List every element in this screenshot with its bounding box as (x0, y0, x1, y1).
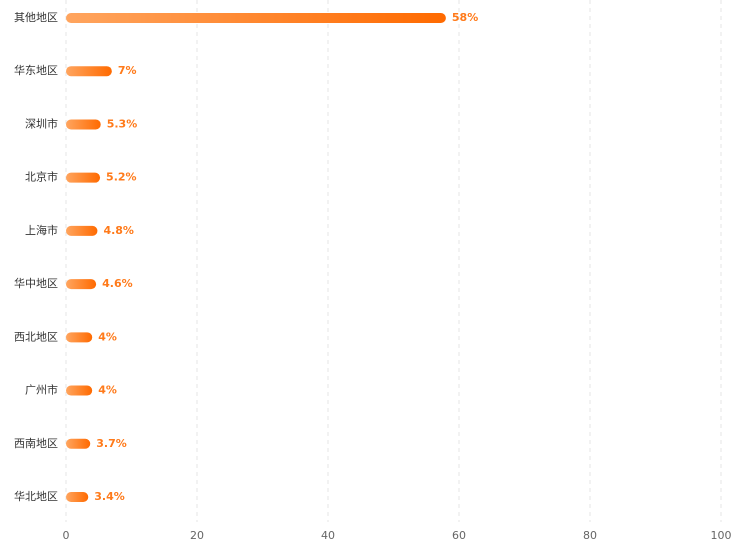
value-label: 4.8% (103, 224, 134, 237)
value-label: 5.2% (106, 171, 137, 184)
bar (66, 13, 446, 23)
bar (66, 332, 93, 343)
x-tick-label: 60 (452, 529, 466, 542)
bar (66, 119, 101, 130)
y-tick-label: 西南地区 (14, 437, 58, 450)
x-tick-label: 40 (321, 529, 335, 542)
value-label: 3.7% (96, 437, 127, 450)
bar (66, 385, 93, 396)
value-label: 58% (452, 11, 478, 24)
y-tick-label: 深圳市 (25, 116, 58, 130)
y-tick-label: 华东地区 (14, 63, 58, 77)
y-tick-label: 广州市 (25, 383, 58, 397)
bar (66, 491, 89, 502)
value-label: 7% (118, 64, 137, 77)
bar (66, 279, 97, 290)
bar (66, 172, 101, 183)
y-tick-label: 北京市 (25, 170, 58, 184)
x-tick-label: 20 (190, 529, 204, 542)
x-tick-label: 80 (583, 529, 597, 542)
value-label: 4% (98, 330, 117, 343)
value-label: 4% (98, 384, 117, 397)
bar (66, 225, 98, 236)
y-tick-label: 西北地区 (14, 330, 58, 343)
value-label: 4.6% (102, 277, 133, 290)
y-tick-label: 华中地区 (14, 276, 58, 290)
y-tick-label: 华北地区 (14, 489, 58, 503)
bar (66, 438, 91, 449)
x-tick-label: 100 (711, 529, 732, 542)
x-tick-label: 0 (63, 529, 70, 542)
y-tick-label: 上海市 (25, 223, 58, 237)
bar (66, 66, 112, 77)
value-label: 3.4% (94, 490, 125, 503)
value-label: 5.3% (107, 117, 138, 130)
y-tick-label: 其他地区 (14, 11, 58, 24)
